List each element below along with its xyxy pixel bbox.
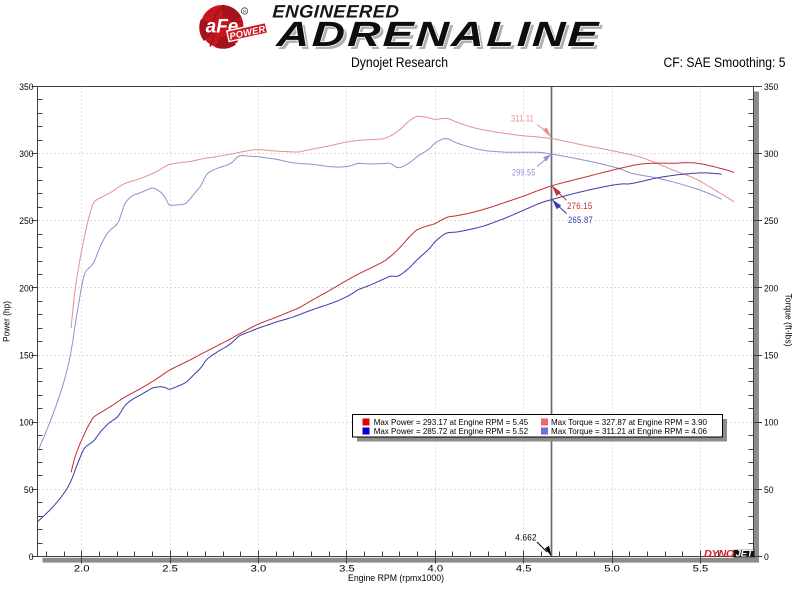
svg-text:Max Torque = 311.21 at Engine: Max Torque = 311.21 at Engine RPM = 4.06 bbox=[551, 426, 707, 436]
svg-text:311.11: 311.11 bbox=[511, 114, 534, 125]
svg-text:250: 250 bbox=[764, 216, 778, 227]
svg-text:CF: SAE Smoothing: 5: CF: SAE Smoothing: 5 bbox=[664, 55, 786, 70]
svg-text:Engine RPM (rpmx1000): Engine RPM (rpmx1000) bbox=[348, 573, 444, 584]
svg-text:DYNO: DYNO bbox=[704, 548, 734, 560]
svg-text:Torque (ft-lbs): Torque (ft-lbs) bbox=[783, 294, 794, 347]
svg-text:300: 300 bbox=[19, 149, 33, 160]
svg-text:350: 350 bbox=[19, 82, 33, 93]
svg-text:250: 250 bbox=[19, 216, 33, 227]
svg-text:4.5: 4.5 bbox=[516, 563, 532, 574]
svg-text:276.15: 276.15 bbox=[567, 201, 593, 212]
svg-text:350: 350 bbox=[764, 82, 778, 93]
svg-text:ADRENALINE: ADRENALINE bbox=[277, 18, 604, 57]
svg-text:265.87: 265.87 bbox=[568, 215, 593, 226]
svg-text:R: R bbox=[243, 9, 247, 14]
svg-text:4.662: 4.662 bbox=[515, 532, 537, 543]
svg-text:3.0: 3.0 bbox=[251, 563, 267, 574]
svg-text:Power (hp): Power (hp) bbox=[2, 301, 13, 342]
svg-text:Max Power = 285.72 at Engine R: Max Power = 285.72 at Engine RPM = 5.52 bbox=[374, 426, 529, 436]
svg-text:0: 0 bbox=[764, 552, 769, 563]
svg-text:200: 200 bbox=[19, 283, 33, 294]
svg-text:Max Torque = 327.87 at Engine: Max Torque = 327.87 at Engine RPM = 3.90 bbox=[551, 417, 707, 427]
svg-text:5.5: 5.5 bbox=[693, 563, 709, 574]
svg-text:4.0: 4.0 bbox=[428, 563, 444, 574]
svg-text:150: 150 bbox=[19, 351, 33, 362]
svg-text:200: 200 bbox=[764, 283, 778, 294]
svg-text:150: 150 bbox=[764, 351, 778, 362]
svg-text:2.5: 2.5 bbox=[162, 563, 178, 574]
svg-text:2.0: 2.0 bbox=[74, 563, 90, 574]
svg-text:Max Power = 293.17 at Engine R: Max Power = 293.17 at Engine RPM = 5.45 bbox=[374, 417, 529, 427]
svg-text:5.0: 5.0 bbox=[604, 563, 620, 574]
svg-text:0: 0 bbox=[29, 552, 34, 563]
svg-text:ADRENALINE: ADRENALINE bbox=[274, 15, 601, 54]
svg-text:JET: JET bbox=[736, 549, 755, 559]
svg-text:100: 100 bbox=[19, 418, 33, 429]
svg-text:ENGINEERED: ENGINEERED bbox=[272, 1, 400, 21]
svg-text:50: 50 bbox=[24, 485, 34, 496]
svg-text:299.55: 299.55 bbox=[512, 168, 536, 179]
svg-text:100: 100 bbox=[764, 418, 778, 429]
svg-text:3.5: 3.5 bbox=[339, 563, 355, 574]
svg-text:50: 50 bbox=[764, 485, 774, 496]
svg-text:Dynojet Research: Dynojet Research bbox=[351, 55, 448, 70]
svg-text:300: 300 bbox=[764, 149, 778, 160]
